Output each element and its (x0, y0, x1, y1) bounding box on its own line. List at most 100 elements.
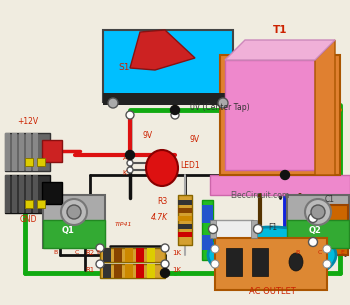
Text: K: K (123, 170, 127, 176)
Bar (287, 220, 349, 248)
Text: R1: R1 (86, 267, 95, 273)
Bar (226, 248, 242, 276)
Text: T1: T1 (273, 25, 287, 35)
Bar (33, 133, 38, 171)
Text: E: E (340, 249, 344, 254)
Bar (178, 208, 192, 213)
Bar (100, 248, 165, 262)
Text: R2: R2 (86, 250, 95, 256)
Circle shape (67, 205, 81, 219)
Bar (125, 264, 133, 278)
Bar (178, 232, 192, 237)
Circle shape (311, 205, 325, 219)
Bar (33, 175, 38, 213)
Bar (43, 220, 105, 248)
Circle shape (96, 260, 104, 268)
Circle shape (126, 111, 134, 119)
Circle shape (126, 150, 134, 160)
Text: C1: C1 (325, 196, 335, 204)
Bar (178, 200, 192, 205)
Bar (12, 175, 17, 213)
Text: S1: S1 (118, 63, 130, 73)
Text: B: B (296, 249, 300, 254)
Bar (43, 195, 105, 248)
Text: C: C (318, 249, 322, 254)
Bar (202, 235, 213, 250)
Text: C: C (75, 249, 79, 254)
Bar (287, 195, 349, 248)
Bar (103, 30, 233, 102)
Text: A: A (122, 155, 127, 161)
Bar (103, 93, 233, 105)
Bar (100, 264, 165, 278)
Bar (178, 224, 192, 229)
Polygon shape (225, 40, 335, 60)
Bar (147, 248, 155, 262)
Bar (202, 205, 213, 223)
Circle shape (61, 199, 87, 225)
Bar (25, 200, 33, 208)
Circle shape (211, 260, 219, 268)
Circle shape (323, 245, 331, 253)
Circle shape (171, 111, 179, 119)
Text: Q2: Q2 (309, 225, 321, 235)
Circle shape (161, 268, 169, 278)
Bar (114, 248, 122, 262)
Text: 1K: 1K (172, 267, 181, 273)
Bar (213, 220, 253, 238)
Bar (19, 133, 24, 171)
Bar (114, 264, 122, 278)
Bar (210, 175, 350, 195)
Circle shape (308, 238, 317, 246)
Text: TIP41: TIP41 (115, 223, 133, 228)
Bar (25, 158, 33, 166)
Bar (225, 60, 315, 170)
Text: GND: GND (19, 216, 37, 224)
Text: 9V: 9V (190, 135, 200, 145)
Bar (26, 133, 31, 171)
Bar (5, 133, 50, 171)
Bar (12, 133, 17, 171)
Text: E: E (96, 249, 100, 254)
Bar (5, 175, 50, 213)
Bar (103, 248, 111, 262)
Ellipse shape (289, 253, 303, 271)
Ellipse shape (208, 227, 336, 283)
Text: ElecCircuit.com: ElecCircuit.com (230, 191, 289, 199)
Circle shape (305, 199, 331, 225)
Text: F1: F1 (268, 224, 277, 232)
Polygon shape (315, 40, 335, 175)
Bar (313, 205, 348, 255)
Bar (19, 175, 24, 213)
Bar (202, 200, 213, 260)
Ellipse shape (146, 150, 178, 186)
Circle shape (161, 260, 169, 268)
Bar (42, 182, 62, 204)
Text: B: B (53, 249, 57, 254)
Bar (178, 195, 192, 245)
Bar (220, 55, 340, 175)
Bar (37, 200, 45, 208)
Polygon shape (130, 30, 195, 70)
Bar (125, 248, 133, 262)
Circle shape (218, 98, 228, 108)
Bar (103, 264, 111, 278)
Bar (136, 264, 144, 278)
Circle shape (170, 106, 180, 114)
Bar (252, 248, 268, 276)
Bar (136, 248, 144, 262)
Text: 9V: 9V (143, 131, 153, 139)
Bar (37, 158, 45, 166)
Bar (178, 216, 192, 221)
Circle shape (127, 167, 133, 173)
Text: 1K: 1K (172, 250, 181, 256)
Circle shape (209, 224, 217, 234)
Circle shape (108, 98, 118, 108)
Bar (5, 175, 10, 213)
Text: R3: R3 (158, 198, 168, 206)
Bar (251, 220, 257, 238)
Circle shape (253, 224, 262, 234)
Text: Q1: Q1 (62, 225, 75, 235)
Bar (215, 238, 327, 290)
Circle shape (127, 160, 133, 166)
